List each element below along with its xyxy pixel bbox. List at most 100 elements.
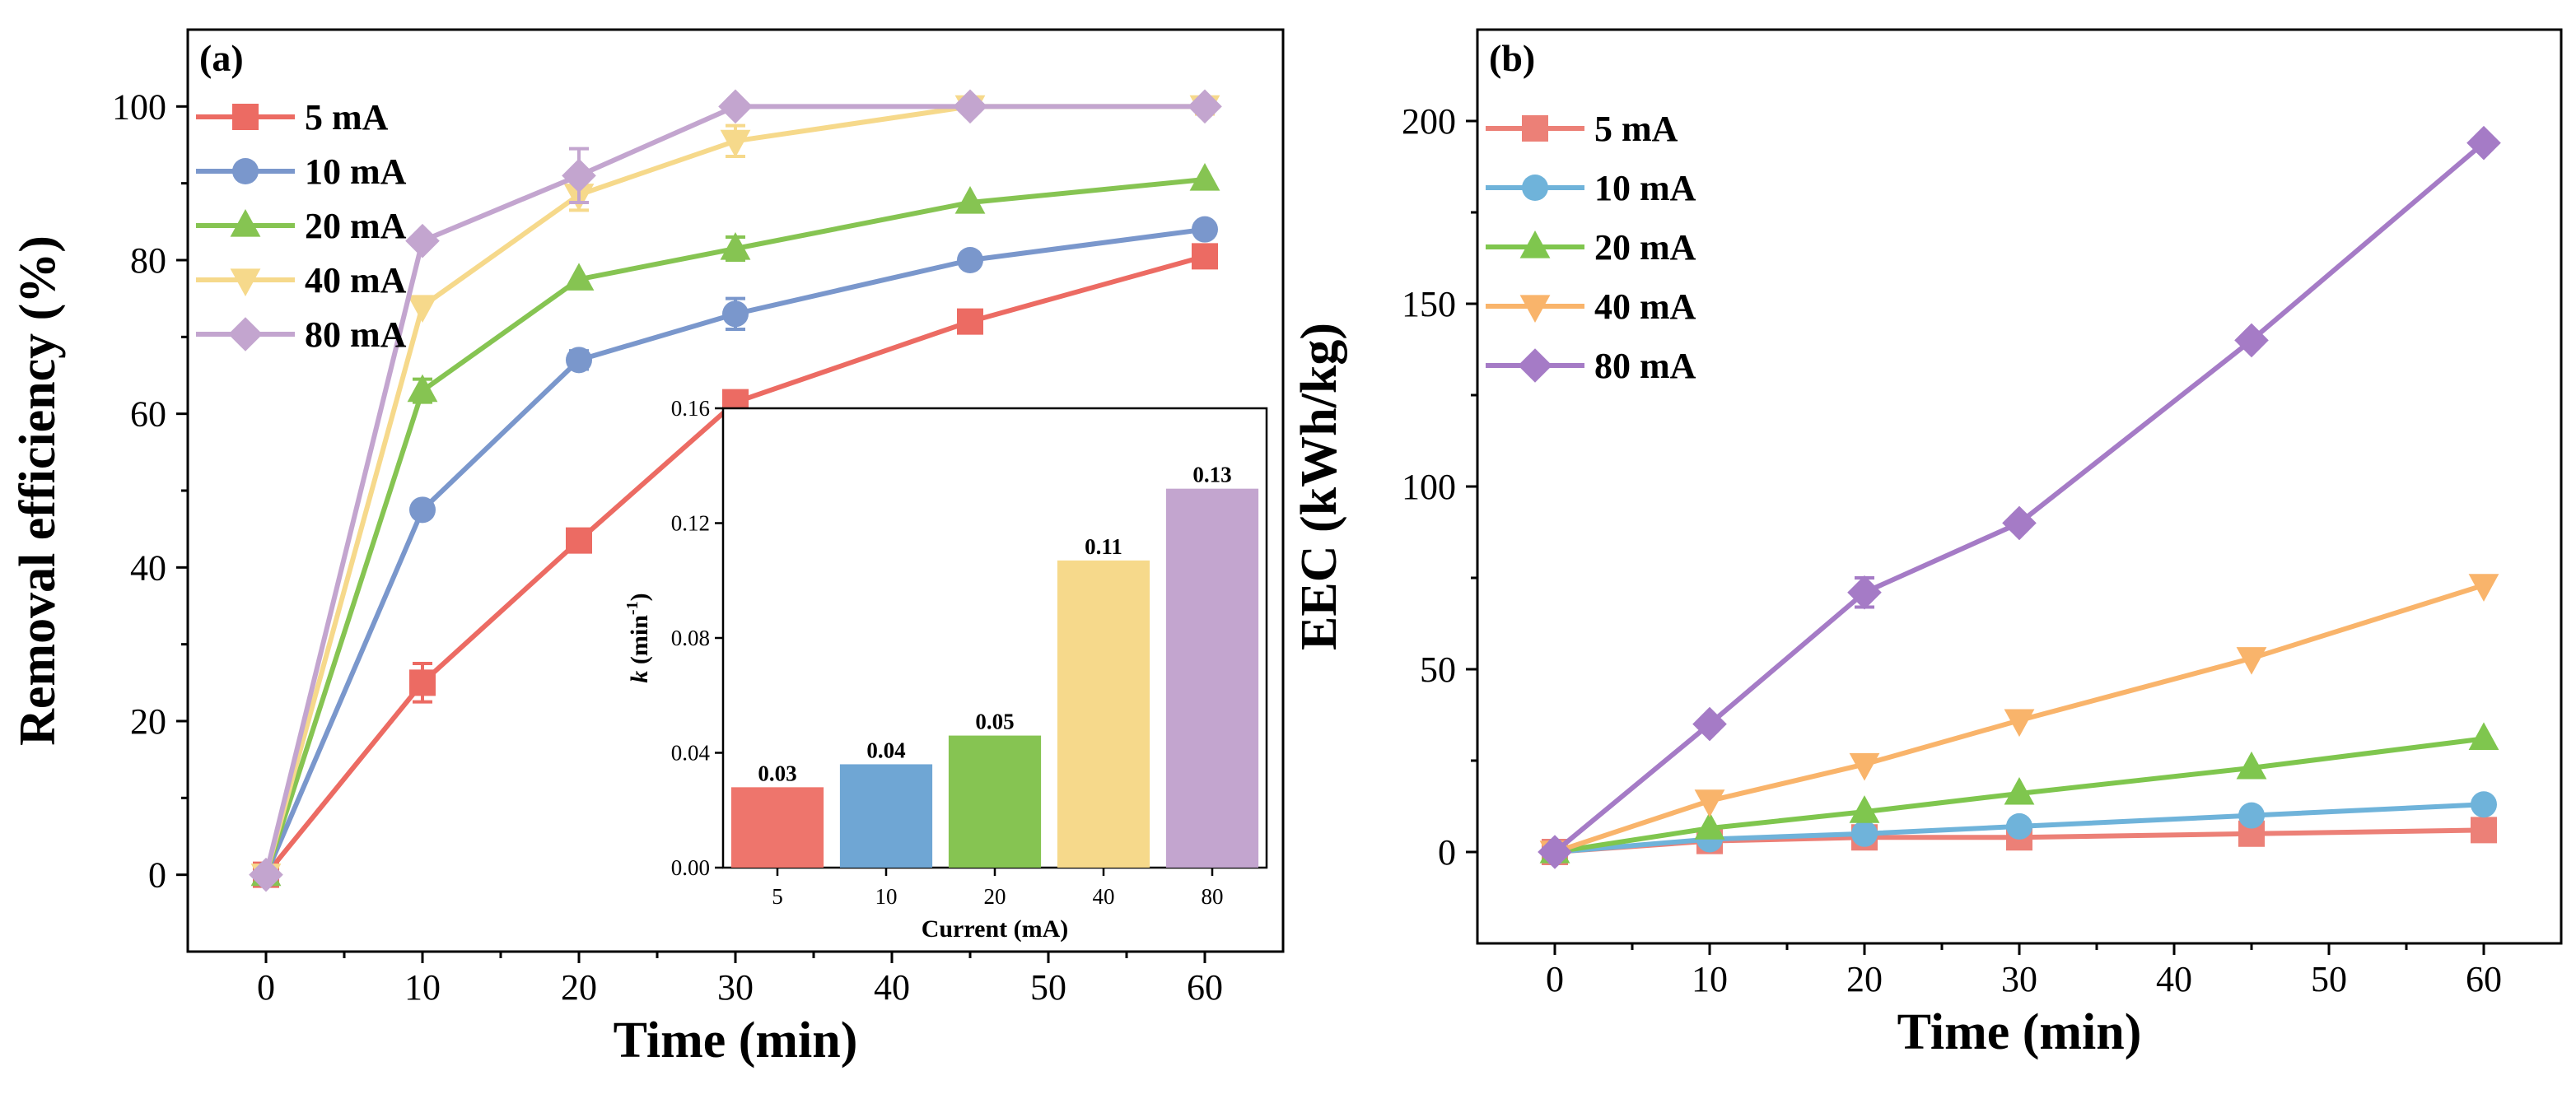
legend-marker xyxy=(1522,115,1548,142)
data-point xyxy=(1849,795,1880,823)
series-line xyxy=(264,177,1206,876)
bar-value-label: 0.11 xyxy=(1085,534,1122,559)
inset-x-tick-label: 20 xyxy=(984,884,1006,909)
data-point xyxy=(1694,789,1725,817)
data-point xyxy=(2238,820,2265,847)
legend-marker xyxy=(228,317,263,351)
x-tick-label: 0 xyxy=(257,967,275,1008)
bar-40-ma xyxy=(1057,560,1150,868)
data-point xyxy=(562,158,596,193)
data-point xyxy=(2468,722,2499,750)
data-point xyxy=(2471,791,2497,818)
x-tick-label: 0 xyxy=(1546,959,1564,999)
x-tick-label: 40 xyxy=(874,967,910,1008)
legend-marker xyxy=(230,268,261,296)
data-point xyxy=(2006,812,2032,840)
data-point xyxy=(1849,752,1880,781)
data-point xyxy=(2238,802,2265,829)
x-tick-label: 20 xyxy=(561,967,597,1008)
y-tick-label: 20 xyxy=(130,701,166,742)
inset-x-tick-label: 5 xyxy=(772,884,783,909)
data-point xyxy=(2002,505,2037,541)
bar-10-ma xyxy=(839,764,933,868)
series-line xyxy=(264,104,1205,876)
data-point xyxy=(407,295,438,323)
legend-marker xyxy=(232,158,259,184)
legend-marker xyxy=(230,209,261,237)
data-point xyxy=(249,857,283,892)
inset-x-tick-label: 10 xyxy=(875,884,898,909)
inset-y-tick-label: 0.00 xyxy=(671,855,710,880)
bar-value-label: 0.04 xyxy=(866,738,905,762)
data-point xyxy=(720,232,751,260)
inset-y-axis-unit: (min xyxy=(626,615,653,671)
legend-item: 40 mA xyxy=(196,260,407,300)
legend-label: 40 mA xyxy=(1594,286,1696,327)
y-tick-label: 150 xyxy=(1402,284,1456,324)
legend-label: 10 mA xyxy=(1594,168,1696,208)
inset-y-tick-label: 0.12 xyxy=(671,511,710,536)
data-point xyxy=(954,186,986,214)
y-tick-label: 0 xyxy=(148,855,166,896)
inset-x-tick-label: 40 xyxy=(1093,884,1115,909)
y-tick-label: 60 xyxy=(130,394,166,435)
y-tick-label: 40 xyxy=(130,547,166,588)
inset-y-axis-superscript: -1 xyxy=(623,601,642,615)
inset-x-axis-title: Current (mA) xyxy=(922,915,1069,943)
x-tick-label: 50 xyxy=(1030,967,1066,1008)
series-line xyxy=(264,226,1206,876)
series-line xyxy=(1554,583,2485,854)
y-tick-label: 200 xyxy=(1402,101,1456,142)
y-tick-label: 80 xyxy=(130,240,166,281)
inset-y-tick-label: 0.16 xyxy=(671,396,710,421)
data-point xyxy=(1192,243,1218,270)
legend-marker xyxy=(1518,348,1552,383)
series-80-ma xyxy=(249,89,1222,892)
data-point xyxy=(2004,776,2035,805)
legend-label: 20 mA xyxy=(1594,227,1696,268)
legend: 5 mA 10 mA 20 mA 40 mA 80 mA xyxy=(1486,109,1696,386)
data-point xyxy=(1692,706,1727,742)
legend-item: 5 mA xyxy=(1486,109,1678,149)
data-point xyxy=(1538,835,1572,869)
data-point xyxy=(405,223,440,258)
x-tick-label: 30 xyxy=(717,967,754,1008)
legend-item: 10 mA xyxy=(1486,168,1696,208)
legend-item: 10 mA xyxy=(196,151,407,192)
series-line xyxy=(1553,141,2485,854)
x-tick-label: 30 xyxy=(2001,959,2037,999)
data-point xyxy=(722,300,749,328)
data-point xyxy=(409,669,436,696)
data-point xyxy=(566,527,592,554)
data-point xyxy=(2004,709,2035,738)
data-point xyxy=(1851,820,1878,847)
panel-a-inset-bar-chart: 0.00 0.04 0.08 0.12 0.16 0.03 5 0.04 10 0.05 20 0.1… xyxy=(623,396,1268,943)
bar-80-ma xyxy=(1165,488,1259,868)
x-axis-title: Time (min) xyxy=(614,1013,858,1068)
bar-value-label: 0.03 xyxy=(758,761,796,785)
inset-y-tick-label: 0.08 xyxy=(671,626,710,650)
legend-label: 5 mA xyxy=(305,97,389,137)
x-tick-label: 20 xyxy=(1846,959,1883,999)
legend-item: 40 mA xyxy=(1486,286,1696,327)
x-tick-label: 60 xyxy=(1187,967,1223,1008)
data-point xyxy=(1188,89,1222,124)
legend-item: 80 mA xyxy=(196,314,407,355)
series-line xyxy=(1554,802,2485,854)
legend-marker xyxy=(1519,230,1551,258)
panel-label: (b) xyxy=(1489,37,1535,79)
inset-y-axis-close: ) xyxy=(626,593,653,601)
x-tick-label: 10 xyxy=(404,967,441,1008)
legend-item: 80 mA xyxy=(1486,346,1696,386)
y-axis-title: Removal efficiency (%) xyxy=(10,235,66,746)
data-point xyxy=(407,374,438,403)
data-point xyxy=(1694,812,1725,840)
inset-y-tick-label: 0.04 xyxy=(671,741,711,766)
data-point xyxy=(1192,216,1218,243)
inset-y-axis-symbol: k xyxy=(626,671,653,683)
y-axis-title: EEC (kWh/kg) xyxy=(1291,323,1347,650)
data-point xyxy=(1189,163,1220,191)
data-point xyxy=(2468,574,2499,602)
legend-label: 80 mA xyxy=(1594,346,1696,386)
legend-label: 80 mA xyxy=(305,314,407,355)
